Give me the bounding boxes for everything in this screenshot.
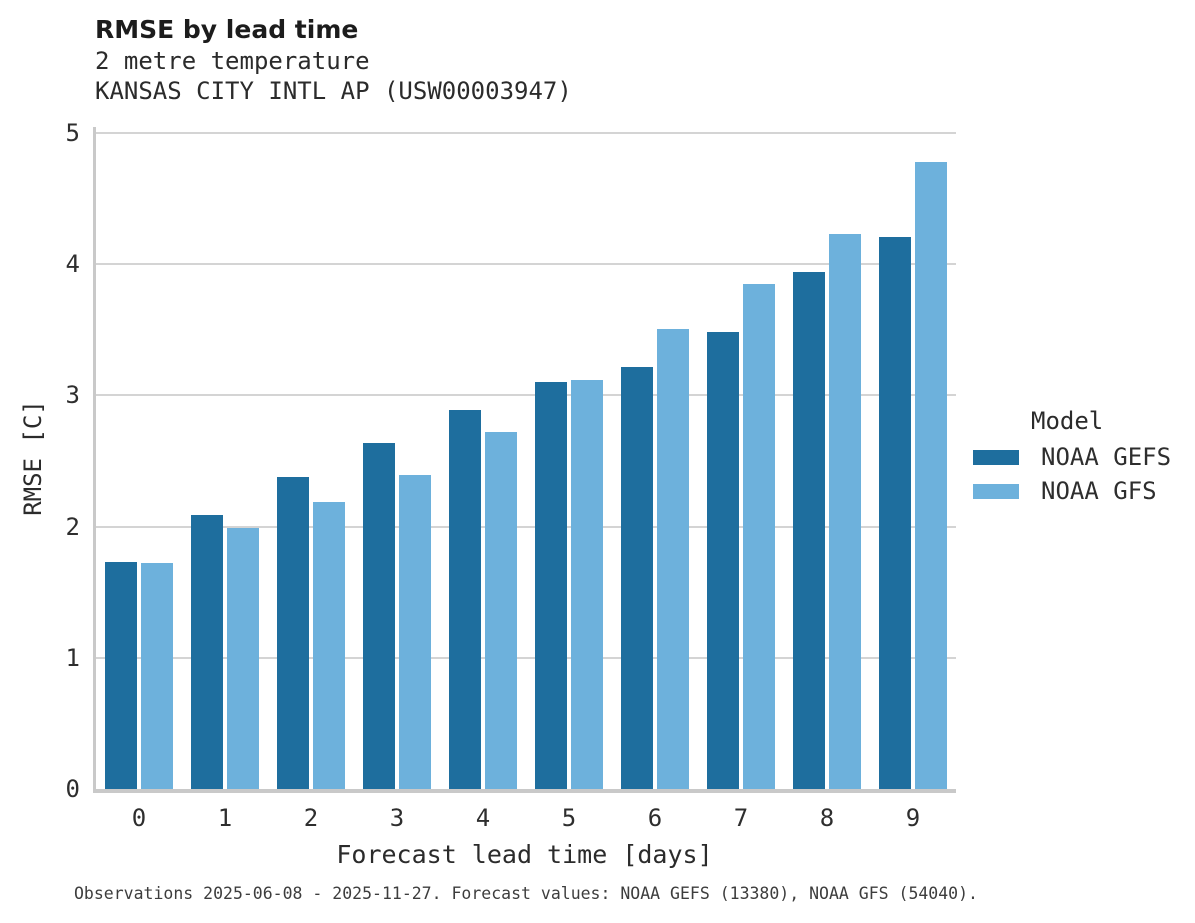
x-tick-label-5: 5 (561, 804, 577, 832)
y-tick-label-3: 3 (65, 381, 80, 410)
legend-label-noaa-gfs: NOAA GFS (1041, 477, 1157, 505)
x-tick-label-8: 8 (819, 804, 835, 832)
x-tick-label-6: 6 (647, 804, 663, 832)
chart-subtitle-variable: 2 metre temperature (95, 47, 370, 75)
x-tick-label-4: 4 (475, 804, 491, 832)
bar-noaa-gefs-day-4 (449, 409, 481, 789)
bar-noaa-gefs-day-1 (191, 514, 223, 789)
y-tick-label-2: 2 (65, 512, 80, 541)
legend-title: Model (1031, 407, 1104, 435)
chart-title: RMSE by lead time (95, 15, 359, 44)
y-tick-label-0: 0 (65, 775, 80, 803)
x-tick-label-1: 1 (217, 804, 233, 832)
bar-noaa-gfs-day-0 (141, 563, 173, 789)
bar-noaa-gfs-day-4 (485, 432, 517, 789)
y-tick-label-1: 1 (65, 643, 80, 672)
x-axis-title: Forecast lead time [days] (336, 840, 713, 869)
legend-items: NOAA GEFS NOAA GFS (973, 443, 1172, 505)
x-tick-label-9: 9 (905, 804, 921, 832)
x-tick-label-2: 2 (303, 804, 319, 832)
bar-noaa-gefs-day-9 (879, 236, 911, 789)
x-tick-label-3: 3 (389, 804, 405, 832)
gridlines-layer (96, 127, 956, 789)
chart-header: RMSE by lead time 2 metre temperature KA… (95, 14, 572, 106)
bar-noaa-gefs-day-6 (621, 366, 653, 789)
chart-subtitle-station: KANSAS CITY INTL AP (USW00003947) (95, 77, 572, 105)
x-tick-label-0: 0 (131, 804, 147, 832)
gridline-y-1 (96, 656, 956, 659)
bar-noaa-gfs-day-6 (657, 328, 689, 789)
legend-item-noaa-gfs: NOAA GFS (973, 477, 1171, 505)
bar-noaa-gefs-day-5 (535, 382, 567, 789)
legend-label-noaa-gefs: NOAA GEFS (1041, 443, 1172, 471)
gridline-y-5 (96, 132, 956, 134)
bar-noaa-gefs-day-8 (793, 272, 825, 789)
x-tick-label-7: 7 (733, 804, 749, 832)
bar-noaa-gfs-day-9 (915, 161, 947, 789)
bar-noaa-gfs-day-5 (571, 379, 603, 789)
bar-noaa-gfs-day-8 (829, 234, 861, 789)
y-axis-tick-labels: 0 1 2 3 4 5 (30, 119, 80, 803)
legend: Model NOAA GEFS NOAA GFS (973, 406, 1171, 514)
bar-noaa-gfs-day-3 (399, 475, 431, 789)
y-tick-label-4: 4 (65, 250, 80, 279)
bars-layer (96, 127, 956, 789)
legend-swatch-noaa-gefs (973, 449, 1019, 465)
y-tick-label-5: 5 (65, 119, 80, 147)
gridline-y-4 (96, 263, 956, 266)
legend-item-noaa-gefs: NOAA GEFS (973, 443, 1172, 471)
bar-noaa-gefs-day-0 (105, 562, 137, 789)
bar-noaa-gfs-day-2 (313, 501, 345, 789)
plot-area (93, 127, 956, 793)
bar-noaa-gfs-day-1 (227, 527, 259, 789)
gridline-y-2 (96, 525, 956, 528)
legend-swatch-noaa-gfs (973, 483, 1019, 499)
bar-noaa-gefs-day-7 (707, 332, 739, 789)
gridline-y-3 (96, 394, 956, 397)
footer-caption: Observations 2025-06-08 - 2025-11-27. Fo… (74, 884, 978, 903)
bar-noaa-gefs-day-3 (363, 442, 395, 789)
bar-noaa-gefs-day-2 (277, 476, 309, 789)
x-axis-tick-labels: 0 1 2 3 4 5 6 7 8 9 (96, 803, 956, 835)
bar-noaa-gfs-day-7 (743, 283, 775, 789)
